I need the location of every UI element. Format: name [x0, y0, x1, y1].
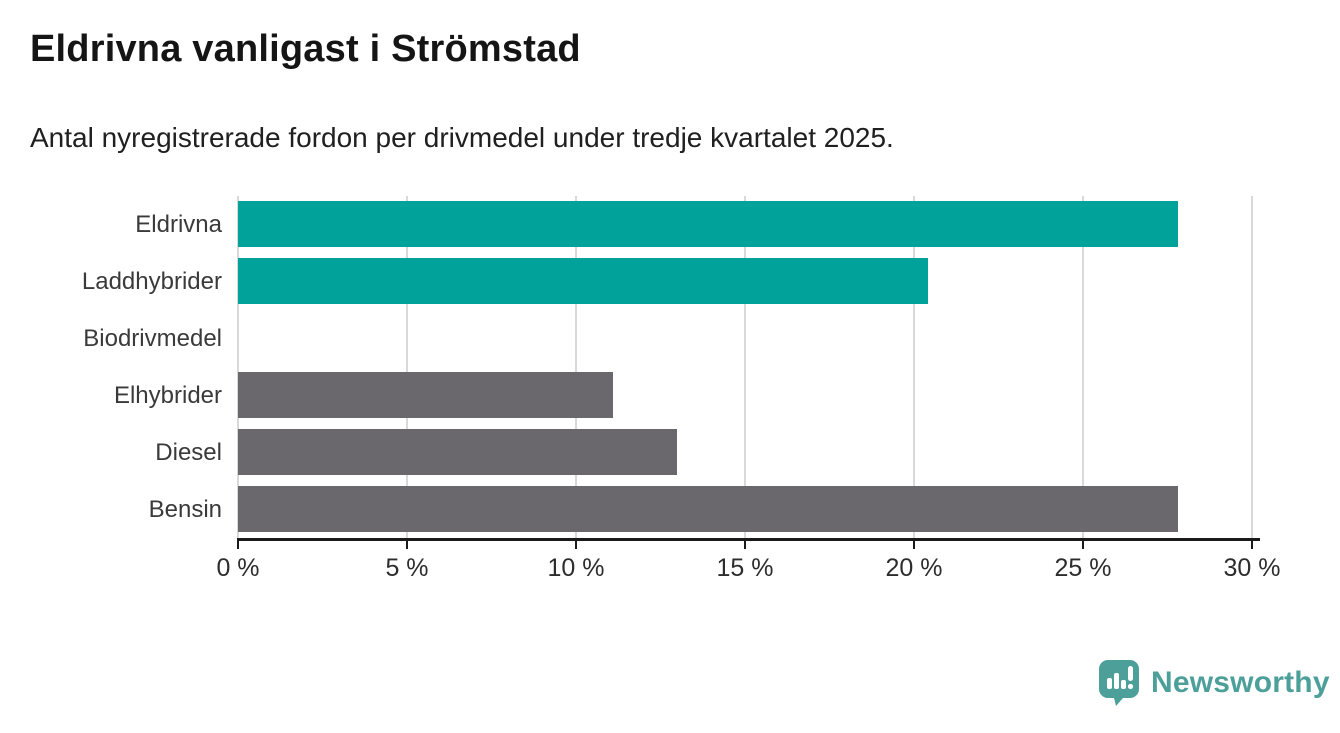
bar-row-laddhybrider: Laddhybrider [82, 253, 1260, 310]
bar-bensin [238, 486, 1178, 532]
category-label-diesel: Diesel [155, 438, 222, 466]
x-tick-label-15: 15 % [716, 554, 774, 582]
bar-row-elhybrider: Elhybrider [114, 367, 1260, 424]
category-label-biodrivmedel: Biodrivmedel [83, 324, 222, 352]
bar-row-bensin: Bensin [149, 481, 1260, 538]
x-tick-label-0: 0 % [216, 554, 260, 582]
bar-elhybrider [238, 372, 614, 418]
bar-row-biodrivmedel: Biodrivmedel [83, 310, 1260, 367]
gridline-0 [237, 196, 239, 538]
gridline-5 [406, 196, 408, 538]
x-tick-30 [1251, 541, 1253, 549]
x-tick-20 [913, 541, 915, 549]
x-tick-label-30: 30 % [1223, 554, 1281, 582]
gridline-30 [1251, 196, 1253, 538]
category-label-elhybrider: Elhybrider [113, 381, 222, 409]
x-tick-5 [406, 541, 408, 549]
newsworthy-logo: Newsworthy [1098, 659, 1330, 706]
bar-eldrivna [238, 201, 1178, 247]
x-tick-25 [1082, 541, 1084, 549]
x-tick-label-5: 5 % [385, 554, 429, 582]
newsworthy-speech-bubble-bar-chart-icon [1099, 660, 1139, 706]
x-tick-label-25: 25 % [1054, 554, 1112, 582]
bar-diesel [238, 429, 678, 475]
category-label-eldrivna: Eldrivna [135, 210, 222, 238]
bar-laddhybrider [238, 258, 928, 304]
bar-row-eldrivna: Eldrivna [135, 196, 1260, 253]
x-tick-label-20: 20 % [885, 554, 943, 582]
gridline-20 [913, 196, 915, 538]
gridline-25 [1082, 196, 1084, 538]
chart-title: Eldrivna vanligast i Strömstad [30, 28, 581, 70]
category-label-bensin: Bensin [148, 495, 222, 523]
plot-area: Eldrivna Laddhybrider Biodrivmedel Elhybrid… [82, 196, 1280, 582]
newsworthy-logo-text: Newsworthy [1151, 665, 1330, 699]
x-tick-label-10: 10 % [547, 554, 605, 582]
x-tick-10 [575, 541, 577, 549]
chart-subtitle: Antal nyregistrerade fordon per drivmede… [30, 122, 894, 153]
x-tick-15 [744, 541, 746, 549]
category-label-laddhybrider: Laddhybrider [81, 267, 222, 295]
gridline-10 [575, 196, 577, 538]
x-tick-0 [237, 541, 239, 549]
x-axis-line [237, 538, 1260, 541]
bar-row-diesel: Diesel [155, 424, 1260, 481]
gridline-15 [744, 196, 746, 538]
